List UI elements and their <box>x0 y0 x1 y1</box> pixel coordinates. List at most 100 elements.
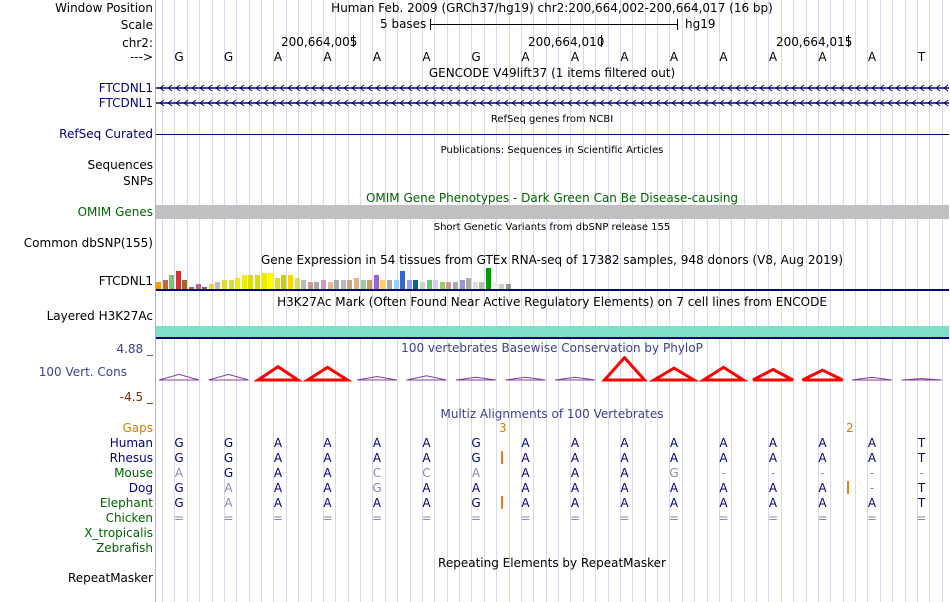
strand-arrow <box>591 84 597 92</box>
gtex-tissue-bar[interactable] <box>492 282 498 289</box>
gtex-tissue-bar[interactable] <box>505 284 511 289</box>
h3k27-label[interactable]: Layered H3K27Ac <box>46 309 153 323</box>
strand-arrow <box>191 99 197 107</box>
grid-line <box>545 0 547 602</box>
gtex-tissue-bar[interactable] <box>222 279 227 289</box>
gtex-tissue-bar[interactable] <box>347 279 353 289</box>
gencode-gene-1[interactable] <box>156 81 949 95</box>
gtex-tissue-bar[interactable] <box>340 279 346 289</box>
gtex-tissue-bar[interactable] <box>281 275 287 289</box>
species-label[interactable]: Mouse <box>114 466 153 480</box>
species-label[interactable]: Chicken <box>105 511 153 525</box>
gencode-track-title[interactable]: GENCODE V49lift37 (1 items filtered out) <box>428 66 676 80</box>
gaps-label: Gaps <box>122 421 153 435</box>
gtex-tissue-bar[interactable] <box>261 272 267 289</box>
strand-arrow <box>367 84 373 92</box>
gencode-item-label-1[interactable]: FTCDNL1 <box>98 81 153 95</box>
gtex-tissue-bar[interactable] <box>360 279 366 289</box>
gtex-tissue-bar[interactable] <box>255 275 260 289</box>
gtex-tissue-bar[interactable] <box>413 279 419 289</box>
gtex-tissue-bar[interactable] <box>453 282 458 289</box>
gtex-tissue-bar[interactable] <box>466 277 472 289</box>
omim-label[interactable]: OMIM Genes <box>77 205 153 219</box>
gtex-tissue-bar[interactable] <box>373 275 379 289</box>
gtex-tissue-bar[interactable] <box>367 279 373 289</box>
gtex-tissue-bar[interactable] <box>294 277 300 289</box>
gtex-tissue-bar[interactable] <box>393 279 399 289</box>
species-label[interactable]: Rhesus <box>109 451 153 465</box>
gtex-tissue-bar[interactable] <box>321 279 326 289</box>
gtex-tissue-bar[interactable] <box>400 270 406 289</box>
window-position-value[interactable]: Human Feb. 2009 (GRCh37/hg19) chr2:200,6… <box>331 1 773 15</box>
gencode-item-label-2[interactable]: FTCDNL1 <box>98 96 153 110</box>
gtex-tissue-bar[interactable] <box>387 279 392 289</box>
gtex-expression-chart[interactable] <box>156 266 516 289</box>
gtex-tissue-bar[interactable] <box>208 284 214 289</box>
h3k27-signal-bar[interactable] <box>156 326 949 337</box>
multiz-track-title[interactable]: Multiz Alignments of 100 Vertebrates <box>440 407 664 421</box>
h3k27-track-title[interactable]: H3K27Ac Mark (Often Found Near Active Re… <box>277 295 827 309</box>
gtex-tissue-bar[interactable] <box>175 270 181 289</box>
dbsnp-track-title[interactable]: Short Genetic Variants from dbSNP releas… <box>433 222 671 233</box>
gtex-tissue-bar[interactable] <box>406 279 412 289</box>
repeat-label[interactable]: RepeatMasker <box>67 571 153 585</box>
refseq-track-title[interactable]: RefSeq genes from NCBI <box>490 114 614 125</box>
gtex-tissue-bar[interactable] <box>354 277 359 289</box>
gencode-gene-2[interactable] <box>156 96 949 110</box>
conservation-plot[interactable] <box>156 356 949 382</box>
pubs-track-title[interactable]: Publications: Sequences in Scientific Ar… <box>440 145 664 156</box>
gtex-tissue-bar[interactable] <box>433 279 439 289</box>
species-label[interactable]: Elephant <box>99 496 153 510</box>
cons-label[interactable]: 100 Vert. Cons <box>38 365 127 379</box>
gtex-tissue-bar[interactable] <box>235 277 241 289</box>
gtex-tissue-bar[interactable] <box>228 279 234 289</box>
gtex-tissue-bar[interactable] <box>334 279 340 289</box>
repeat-track-title[interactable]: Repeating Elements by RepeatMasker <box>438 556 666 570</box>
grid-line <box>459 0 460 602</box>
gtex-tissue-bar[interactable] <box>248 275 254 289</box>
gtex-tissue-bar[interactable] <box>426 279 432 289</box>
gtex-tissue-bar[interactable] <box>301 279 307 289</box>
gtex-label[interactable]: FTCDNL1 <box>98 274 153 288</box>
gtex-tissue-bar[interactable] <box>288 275 293 289</box>
gtex-tissue-bar[interactable] <box>459 279 465 289</box>
gtex-tissue-bar[interactable] <box>189 286 194 289</box>
refseq-label[interactable]: RefSeq Curated <box>59 127 153 141</box>
gtex-tissue-bar[interactable] <box>327 282 333 289</box>
gtex-tissue-bar[interactable] <box>420 282 425 289</box>
gtex-tissue-bar[interactable] <box>202 286 208 289</box>
species-label[interactable]: X_tropicalis <box>84 526 153 540</box>
dbsnp-label[interactable]: Common dbSNP(155) <box>23 236 153 250</box>
gtex-tissue-bar[interactable] <box>446 282 452 289</box>
gtex-tissue-bar[interactable] <box>472 282 478 289</box>
sequences-label[interactable]: Sequences <box>87 158 153 172</box>
snps-label[interactable]: SNPs <box>123 174 153 188</box>
gtex-tissue-bar[interactable] <box>215 282 221 289</box>
gtex-tissue-bar[interactable] <box>380 279 386 289</box>
gtex-tissue-bar[interactable] <box>307 282 313 289</box>
species-label[interactable]: Dog <box>128 481 153 495</box>
omim-bar[interactable] <box>156 205 949 219</box>
gtex-tissue-bar[interactable] <box>274 277 280 289</box>
omim-track-title[interactable]: OMIM Gene Phenotypes - Dark Green Can Be… <box>365 191 739 205</box>
gtex-tissue-bar[interactable] <box>479 282 485 289</box>
strand-arrow <box>935 99 941 107</box>
coord-2-tick <box>601 35 602 47</box>
gtex-tissue-bar[interactable] <box>439 282 445 289</box>
species-label[interactable]: Zebrafish <box>96 541 153 555</box>
grid-line <box>520 0 522 602</box>
gtex-track-title[interactable]: Gene Expression in 54 tissues from GTEx … <box>260 253 844 267</box>
gtex-tissue-bar[interactable] <box>195 284 201 289</box>
gtex-tissue-bar[interactable] <box>182 279 188 289</box>
species-label[interactable]: Human <box>109 436 153 450</box>
gtex-tissue-bar[interactable] <box>156 282 161 289</box>
gtex-tissue-bar[interactable] <box>241 275 247 289</box>
gtex-tissue-bar[interactable] <box>314 282 320 289</box>
cons-track-title[interactable]: 100 vertebrates Basewise Conservation by… <box>401 341 703 355</box>
gtex-tissue-bar[interactable] <box>162 279 168 289</box>
refseq-gene-line[interactable] <box>156 134 949 135</box>
gtex-tissue-bar[interactable] <box>499 284 505 289</box>
gtex-tissue-bar[interactable] <box>486 268 491 289</box>
gtex-tissue-bar[interactable] <box>169 275 175 289</box>
gtex-tissue-bar[interactable] <box>268 272 274 289</box>
